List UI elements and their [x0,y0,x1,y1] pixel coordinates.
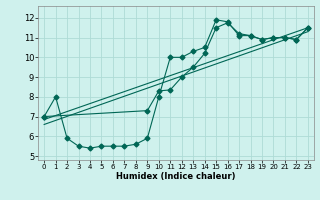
X-axis label: Humidex (Indice chaleur): Humidex (Indice chaleur) [116,172,236,181]
